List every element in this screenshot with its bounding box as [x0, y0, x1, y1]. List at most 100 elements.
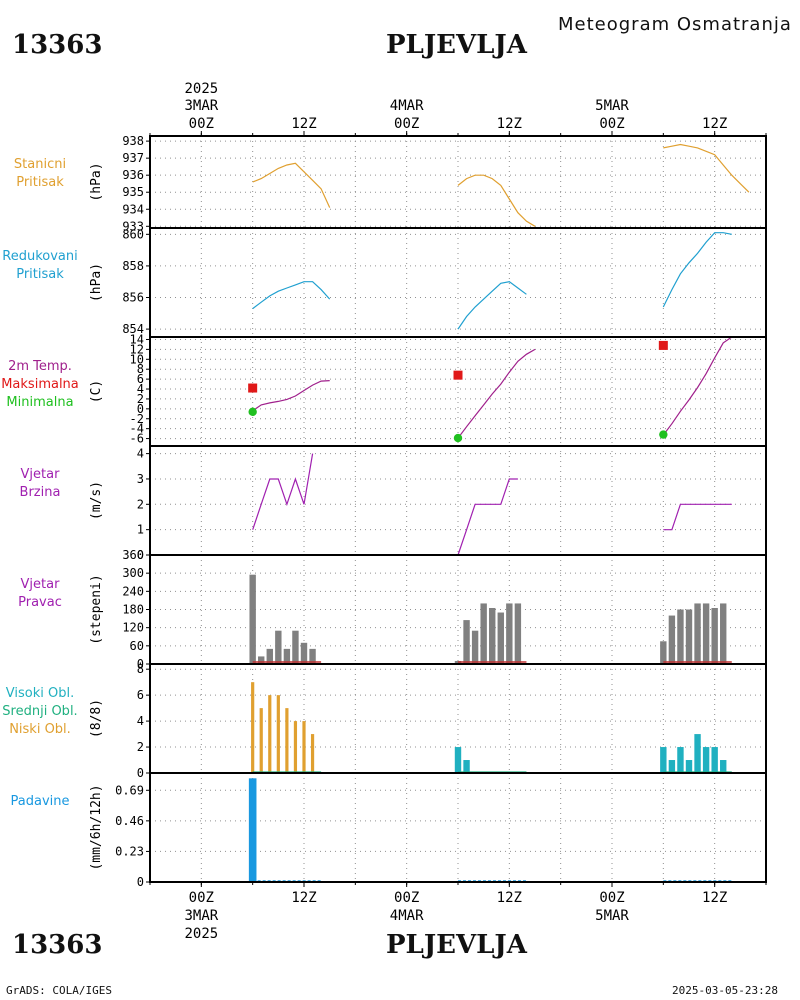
wind-direction-bar	[677, 609, 684, 664]
station_pressure-ytick-label: 938	[122, 134, 144, 148]
clouds-unit-label: (8/8)	[89, 699, 104, 738]
temperature-ytick-label: 14	[130, 332, 144, 346]
high-cloud-bar	[660, 747, 667, 773]
low-cloud-bar	[293, 721, 298, 773]
station_pressure-series-line	[457, 174, 536, 227]
wind_speed-ytick-label: 0	[137, 548, 144, 562]
top-time-label: 12Z	[291, 116, 316, 132]
reduced_pressure-series-line	[252, 281, 331, 310]
low-cloud-bar	[302, 721, 306, 773]
precipitation-side-label: Padavine	[11, 794, 70, 809]
top-time-label: 00Z	[189, 116, 214, 132]
top-day-label: 4MAR	[390, 98, 424, 114]
precipitation-panel-frame	[149, 772, 767, 883]
wind-direction-bar	[660, 641, 667, 664]
temperature-side-label: Maksimalna	[1, 377, 79, 392]
low-cloud-bar	[310, 734, 315, 773]
wind-direction-bar	[720, 603, 727, 664]
low-cloud-bar	[251, 682, 255, 773]
station-id-bottom: 13363	[12, 930, 103, 960]
temperature-ytick-label: 10	[130, 352, 144, 366]
temperature-ytick-label: 6	[137, 372, 144, 386]
top-time-label: 00Z	[599, 116, 624, 132]
precipitation-ytick-label: 0.46	[115, 814, 144, 828]
low-cloud-bar	[276, 695, 280, 773]
station-name-top: PLJEVLJA	[386, 30, 527, 60]
high-cloud-bar	[668, 760, 676, 773]
tmin-marker	[659, 430, 668, 439]
reduced_pressure-unit-label: (hPa)	[89, 263, 104, 302]
tmax-marker	[453, 370, 463, 380]
footer-credit: GrADS: COLA/IGES	[6, 984, 112, 997]
wind-direction-bar	[258, 656, 265, 664]
bottom-time-label: 12Z	[291, 890, 316, 906]
precip-bar	[248, 778, 257, 882]
wind_direction-side-label: Pravac	[18, 595, 62, 610]
top-time-label: 12Z	[702, 116, 727, 132]
wind-direction-bar	[514, 603, 522, 664]
reduced_pressure-series-line	[662, 232, 732, 308]
wind-direction-bar	[266, 648, 273, 664]
station_pressure-series-line	[252, 162, 331, 208]
temperature-ytick-label: 4	[137, 382, 144, 396]
bottom-time-label: 12Z	[702, 890, 727, 906]
wind_direction-ytick-label: 0	[137, 657, 144, 671]
high-cloud-bar	[677, 747, 684, 773]
temperature-side-label: 2m Temp.	[8, 359, 72, 374]
high-cloud-bar	[694, 734, 701, 773]
wind-direction-bar	[283, 648, 291, 664]
station-id-top: 13363	[12, 30, 103, 60]
bottom-time-label: 00Z	[394, 890, 419, 906]
clouds-ytick-label: 2	[137, 740, 144, 754]
temperature-ytick-label: 0	[137, 402, 144, 416]
clouds-ytick-label: 6	[137, 688, 144, 702]
clouds-side-label: Visoki Obl.	[6, 686, 74, 701]
temperature-ytick-label: -4	[130, 422, 144, 436]
clouds-side-label: Srednji Obl.	[2, 704, 77, 719]
wind-direction-bar	[292, 630, 299, 664]
bottom-time-label: 00Z	[599, 890, 624, 906]
reduced_pressure-side-label: Redukovani	[2, 249, 77, 264]
reduced_pressure-panel-frame	[149, 227, 767, 338]
reduced_pressure-series-line	[457, 281, 527, 330]
top-time-label: 00Z	[394, 116, 419, 132]
wind_speed-series-line	[663, 503, 732, 531]
wind-direction-bar	[506, 603, 513, 664]
wind-direction-bar	[489, 607, 496, 664]
top-day-label: 5MAR	[595, 98, 629, 114]
station_pressure-series-line	[663, 143, 750, 193]
reduced_pressure-ytick-label: 860	[122, 227, 144, 241]
wind-direction-bar	[694, 603, 701, 664]
high-cloud-bar	[702, 747, 710, 773]
wind-direction-bar	[668, 615, 676, 664]
station_pressure-ytick-label: 933	[122, 219, 144, 233]
temperature-ytick-label: 8	[137, 362, 144, 376]
wind-direction-bar	[275, 630, 282, 664]
low-cloud-bar	[268, 695, 272, 773]
wind-direction-bar	[249, 574, 256, 664]
precipitation-ytick-label: 0	[137, 875, 144, 889]
wind_direction-ytick-label: 60	[130, 639, 144, 653]
temperature-series-line	[252, 380, 330, 412]
wind_direction-side-label: Vjetar	[21, 577, 61, 592]
reduced_pressure-ytick-label: 858	[122, 259, 144, 273]
tmin-marker	[248, 407, 257, 417]
station_pressure-ytick-label: 936	[122, 168, 144, 182]
wind_speed-panel-frame	[149, 445, 767, 556]
wind_speed-ytick-label: 2	[137, 497, 144, 511]
station-name-bottom: PLJEVLJA	[386, 930, 527, 960]
low-cloud-bar	[259, 708, 263, 773]
top-day-label: 3MAR	[184, 98, 218, 114]
low-cloud-bar	[285, 708, 289, 773]
wind-direction-bar	[471, 630, 479, 664]
precipitation-ytick-label: 0.23	[115, 844, 144, 858]
bottom-time-label: 00Z	[189, 890, 214, 906]
high-cloud-bar	[711, 747, 718, 773]
top-time-label: 12Z	[497, 116, 522, 132]
product-title: Meteogram Osmatranja	[558, 14, 792, 35]
station_pressure-ytick-label: 937	[122, 151, 144, 165]
reduced_pressure-ytick-label: 854	[122, 322, 144, 336]
precipitation-unit-label: (mm/6h/12h)	[89, 784, 104, 870]
tmin-marker	[453, 433, 463, 443]
reduced_pressure-ytick-label: 856	[122, 291, 144, 305]
